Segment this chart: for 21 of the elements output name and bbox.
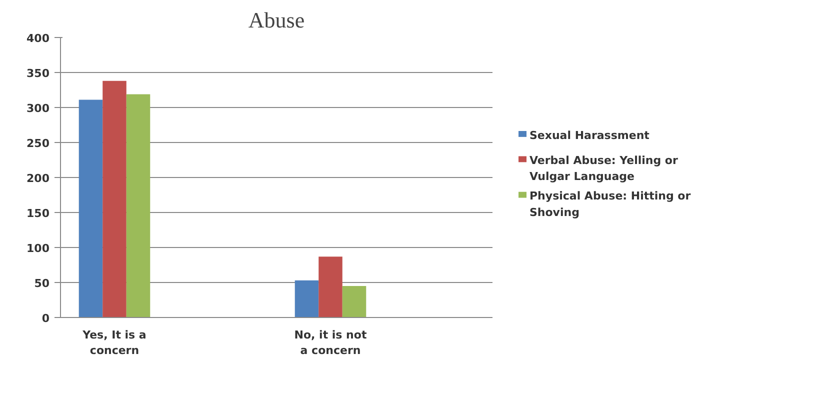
y-tick-label: 100 bbox=[26, 242, 50, 255]
y-tick-label: 400 bbox=[26, 32, 50, 45]
legend-label: Physical Abuse: Hitting or Shoving bbox=[530, 190, 692, 219]
y-tick-label: 250 bbox=[26, 137, 50, 150]
bar bbox=[102, 80, 126, 318]
legend-label: Sexual Harassment bbox=[530, 128, 650, 142]
bar bbox=[126, 94, 150, 318]
y-tick-label: 0 bbox=[42, 312, 50, 325]
x-tick-label: No, it is not a concern bbox=[294, 328, 367, 358]
chart-title: Abuse bbox=[248, 8, 305, 32]
bar bbox=[78, 100, 103, 318]
legend-label: Verbal Abuse: Yelling or Vulgar Language bbox=[530, 154, 678, 184]
bar bbox=[318, 256, 342, 318]
y-tick-label: 50 bbox=[34, 277, 50, 290]
x-tick-label: Yes, It is a concern bbox=[82, 328, 146, 358]
bar bbox=[294, 280, 319, 318]
y-tick-label: 150 bbox=[26, 207, 50, 220]
y-tick-label: 300 bbox=[26, 102, 50, 115]
bar bbox=[342, 286, 366, 318]
y-tick-label: 350 bbox=[26, 67, 50, 80]
y-tick-label: 200 bbox=[26, 172, 50, 185]
